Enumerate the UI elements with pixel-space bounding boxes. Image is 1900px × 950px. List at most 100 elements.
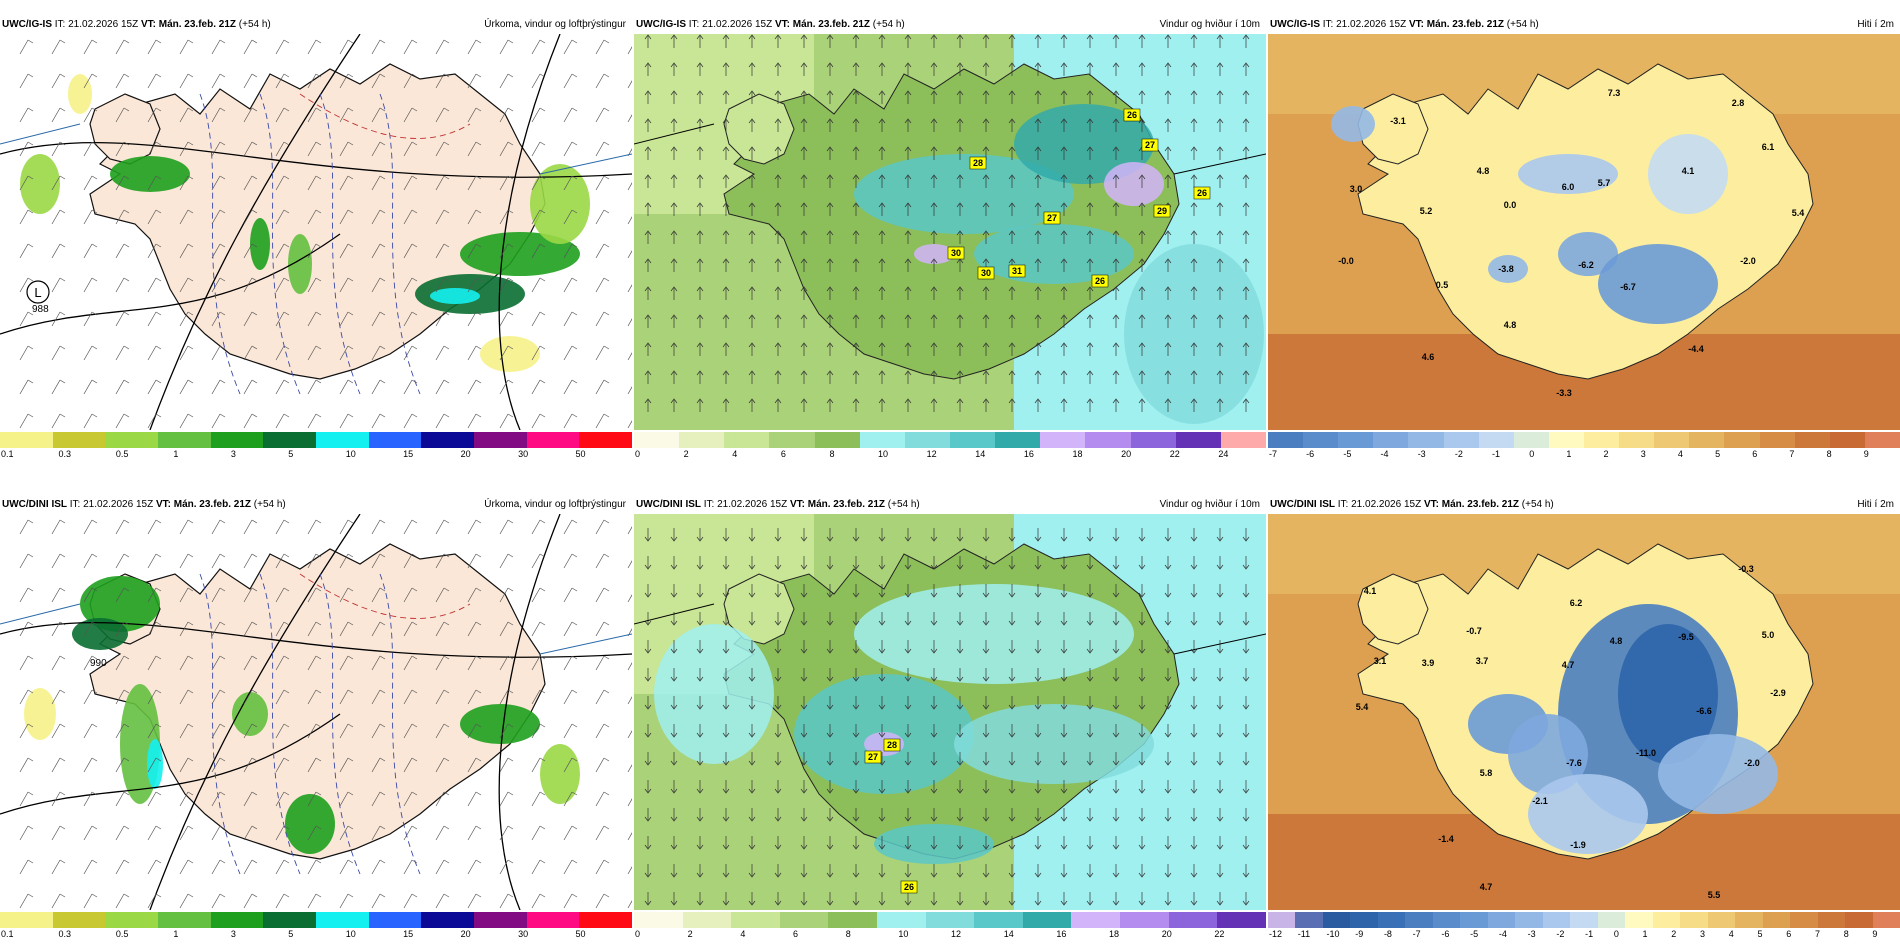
colorbar-swatch — [1794, 432, 1830, 448]
colorbar-tick-label: -7 — [1412, 929, 1421, 939]
colorbar-swatch — [579, 432, 633, 448]
colorbar-swatch — [974, 912, 1023, 928]
colorbar-tick-label: 16 — [1056, 929, 1067, 939]
colorbar-tick-label: -3 — [1527, 929, 1536, 939]
temperature-label: -0.7 — [1466, 626, 1482, 636]
colorbar-swatch — [210, 432, 264, 448]
colorbar-swatch — [904, 432, 950, 448]
colorbar-swatch — [877, 912, 926, 928]
panel-temp-igis: UWC/IG-IS IT: 21.02.2026 15Z VT: Mán. 23… — [1268, 16, 1900, 468]
panel-header: UWC/IG-IS IT: 21.02.2026 15Z VT: Mán. 23… — [0, 16, 632, 34]
wind-map: 26 27 28 27 26 29 30 31 30 26 — [634, 34, 1266, 430]
colorbar-swatch — [52, 912, 106, 928]
temperature-label: -11.0 — [1636, 748, 1656, 758]
model-name: UWC/IG-IS — [636, 19, 686, 30]
colorbar-swatch — [1303, 432, 1339, 448]
colorbar-tick-label: 4 — [732, 449, 738, 459]
colorbar-tick-label: 2 — [1671, 929, 1677, 939]
temperature-label: 5.4 — [1356, 702, 1369, 712]
temperature-label: 0.5 — [1436, 280, 1449, 290]
gust-label: 29 — [1157, 206, 1167, 216]
model-name: UWC/DINI ISL — [2, 499, 67, 510]
temperature-label: 7.3 — [1608, 88, 1621, 98]
model-name: UWC/IG-IS — [1270, 19, 1320, 30]
colorbar-tick-label: 3 — [230, 929, 236, 939]
model-name: UWC/DINI ISL — [1270, 499, 1335, 510]
lead-time: (+54 h) — [887, 499, 920, 510]
colorbar-swatch — [679, 432, 725, 448]
gust-label: 26 — [1127, 110, 1137, 120]
panel-header: UWC/DINI ISL IT: 21.02.2026 15Z VT: Mán.… — [634, 496, 1266, 514]
colorbar-ticks: 0 2 4 6 8 10 12 14 16 18 20 22 24 — [634, 449, 1266, 461]
colorbar-tick-label: 18 — [1072, 449, 1083, 459]
temperature-label: 3.0 — [1350, 184, 1363, 194]
colorbar — [634, 912, 1266, 928]
wind-map: 28 27 26 — [634, 514, 1266, 910]
temp-map: -3.1 7.3 2.8 4.8 6.1 3.0 6.0 5.7 4.1 5.2 0.0 5.4 -0.… — [1268, 34, 1900, 430]
colorbar-swatch — [1619, 432, 1655, 448]
temperature-label: -2.0 — [1740, 256, 1756, 266]
colorbar-swatch — [421, 432, 475, 448]
init-time: IT: 21.02.2026 15Z — [54, 19, 139, 30]
temperature-label: 4.6 — [1422, 352, 1435, 362]
colorbar-tick-label: 6 — [1786, 929, 1792, 939]
colorbar-swatch — [1689, 432, 1725, 448]
panel-title: Vindur og hviður í 10m — [1159, 499, 1260, 510]
colorbar-tick-label: 0 — [1529, 449, 1535, 459]
colorbar-tick-label: -5 — [1470, 929, 1479, 939]
gust-label: 26 — [1197, 188, 1207, 198]
temperature-label: 4.7 — [1480, 882, 1493, 892]
colorbar-swatch — [1040, 432, 1086, 448]
colorbar-tick-label: -8 — [1383, 929, 1392, 939]
temperature-label: 4.8 — [1477, 166, 1490, 176]
colorbar-ticks: 0.1 0.3 0.5 1 3 5 10 15 20 30 50 — [0, 449, 632, 461]
colorbar-tick-label: 6 — [793, 929, 799, 939]
colorbar-tick-label: 0 — [635, 929, 641, 939]
temperature-label: 6.2 — [1570, 598, 1583, 608]
colorbar-tick-label: 4 — [740, 929, 746, 939]
colorbar-swatch — [1268, 912, 1296, 928]
colorbar-swatch — [316, 912, 369, 928]
panel-header: UWC/DINI ISL IT: 21.02.2026 15Z VT: Mán.… — [1268, 496, 1900, 514]
temperature-label: 5.2 — [1420, 206, 1433, 216]
colorbar-tick-label: 0.1 — [1, 449, 14, 459]
model-name: UWC/DINI ISL — [636, 499, 701, 510]
colorbar-swatch — [731, 912, 780, 928]
colorbar-swatch — [1762, 912, 1791, 928]
lead-time: (+54 h) — [872, 19, 905, 30]
colorbar-swatch — [814, 432, 860, 448]
colorbar-tick-label: 6 — [1752, 449, 1758, 459]
colorbar-tick-label: 1 — [1642, 929, 1648, 939]
temperature-label: -7.6 — [1566, 758, 1582, 768]
lead-time: (+54 h) — [1521, 499, 1554, 510]
temperature-label: 5.4 — [1792, 208, 1805, 218]
colorbar-tick-label: 16 — [1023, 449, 1034, 459]
lead-time: (+54 h) — [253, 499, 286, 510]
colorbar-swatch — [1872, 912, 1900, 928]
colorbar-tick-label: -12 — [1269, 929, 1283, 939]
colorbar-swatch — [105, 432, 159, 448]
colorbar-swatch — [474, 912, 527, 928]
colorbar-swatch — [1597, 912, 1626, 928]
colorbar-swatch — [1513, 432, 1549, 448]
model-name: UWC/IG-IS — [2, 19, 52, 30]
gust-label: 28 — [887, 740, 897, 750]
temperature-label: 4.1 — [1682, 166, 1695, 176]
colorbar-swatch — [634, 912, 683, 928]
pressure-value: 990 — [90, 658, 107, 669]
colorbar-tick-label: 50 — [575, 929, 586, 939]
lead-time: (+54 h) — [1506, 19, 1539, 30]
gust-label-bg — [1008, 264, 1026, 278]
colorbar-swatch — [263, 912, 317, 928]
colorbar — [0, 432, 633, 448]
colorbar-tick-label: 10 — [878, 449, 889, 459]
colorbar — [0, 912, 633, 928]
colorbar-swatch — [1338, 432, 1374, 448]
colorbar-tick-label: 3 — [1640, 449, 1646, 459]
colorbar-swatch — [1542, 912, 1571, 928]
colorbar-swatch — [1377, 912, 1406, 928]
colorbar-swatch — [210, 912, 264, 928]
colorbar-swatch — [1408, 432, 1444, 448]
panel-header: UWC/IG-IS IT: 21.02.2026 15Z VT: Mán. 23… — [1268, 16, 1900, 34]
colorbar-swatch — [1654, 432, 1690, 448]
